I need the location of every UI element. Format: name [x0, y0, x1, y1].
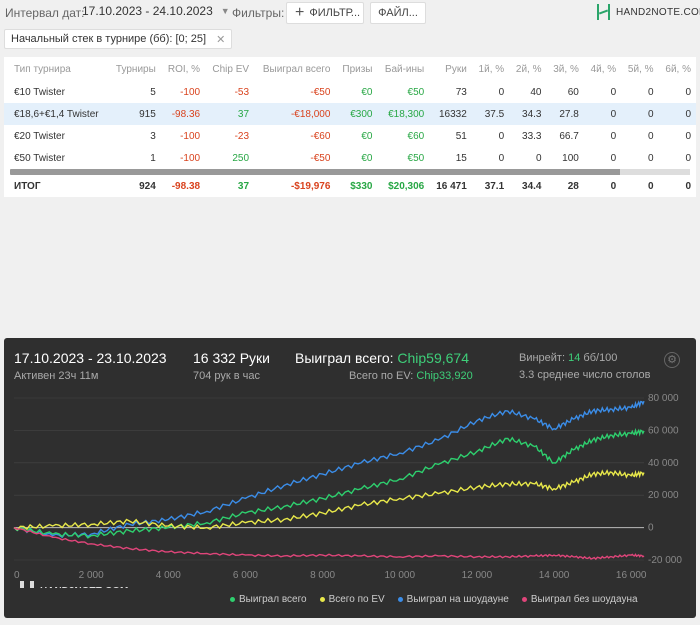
graph-panel: 17.10.2023 - 23.10.2023 Активен 23ч 11м … — [4, 338, 696, 618]
col-place5[interactable]: 5й, % — [627, 63, 654, 75]
col-tournaments[interactable]: Турниры — [115, 63, 156, 75]
total-row: ИТОГ 924 -98.38 37 -$19,976 $330 $20,306… — [14, 180, 691, 192]
panel-hands: 16 332 Руки — [193, 350, 270, 366]
table-row[interactable]: €10 Twister 5 -100 -53 -€50 €0 €50 73 0 … — [14, 86, 691, 98]
table-row[interactable]: €18,6+€1,4 Twister 915 -98.36 37 -€18,00… — [4, 103, 696, 125]
col-buyins[interactable]: Бай-ины — [384, 63, 425, 75]
col-place1[interactable]: 1й, % — [478, 63, 505, 75]
horizontal-scrollbar[interactable] — [10, 169, 690, 175]
x-tick-label: 2 000 — [79, 570, 104, 581]
col-won[interactable]: Выиграл всего — [262, 63, 331, 75]
filter-button[interactable]: + ФИЛЬТР... — [286, 2, 364, 24]
x-tick-label: 0 — [14, 570, 20, 581]
col-roi[interactable]: ROI, % — [167, 63, 201, 75]
series-line — [13, 427, 645, 539]
chart-legend: Выиграл всего Всего по EV Выиграл на шоу… — [230, 594, 638, 605]
x-tick-label: 14 000 — [539, 570, 570, 581]
col-place3[interactable]: 3й, % — [553, 63, 579, 75]
filter-button-label: ФИЛЬТР... — [309, 7, 361, 19]
col-place2[interactable]: 2й, % — [515, 63, 542, 75]
close-icon[interactable]: ✕ — [216, 33, 226, 46]
panel-won-total: Выиграл всего: Chip59,674 — [295, 350, 470, 366]
legend-won-total[interactable]: Выиграл всего — [230, 594, 307, 605]
x-tick-label: 4 000 — [156, 570, 181, 581]
col-type[interactable]: Тип турнира — [14, 63, 71, 75]
y-tick-label: 40 000 — [648, 458, 679, 469]
gear-icon[interactable]: ⚙ — [664, 352, 680, 368]
panel-active-time: Активен 23ч 11м — [14, 370, 99, 382]
x-tick-label: 6 000 — [233, 570, 258, 581]
series-line — [13, 400, 645, 539]
x-tick-label: 12 000 — [462, 570, 493, 581]
series-line — [13, 526, 645, 561]
col-hands[interactable]: Руки — [445, 63, 467, 75]
filters-label: Фильтры: — [232, 6, 285, 20]
y-tick-label: 20 000 — [648, 490, 679, 501]
y-tick-label: 80 000 — [648, 393, 679, 404]
table-row[interactable]: €50 Twister 1 -100 250 -€50 €0 €50 15 0 … — [14, 152, 691, 164]
col-chip-ev[interactable]: Chip EV — [212, 63, 250, 75]
x-tick-label: 8 000 — [310, 570, 335, 581]
legend-showdown[interactable]: Выиграл на шоудауне — [397, 594, 509, 605]
profit-chart: 0 2 000 4 000 6 000 8 000 10 000 12 000 14 000 1… — [13, 393, 682, 588]
series-line — [13, 469, 645, 531]
top-toolbar: Интервал дат: 17.10.2023 - 24.10.2023 ▼ … — [0, 0, 700, 28]
date-range-select[interactable]: 17.10.2023 - 24.10.2023 ▼ — [82, 4, 230, 18]
panel-winrate: Винрейт: 14 бб/100 — [519, 352, 618, 364]
scrollbar-row — [4, 169, 696, 175]
chart-watermark: HAND2NOTE.COM — [20, 581, 128, 588]
h2n-logo-icon — [596, 3, 612, 21]
col-place6[interactable]: 6й, % — [665, 63, 691, 75]
panel-hands-per-hour: 704 рук в час — [193, 370, 261, 382]
logo-text: HAND2NOTE.COM — [616, 6, 700, 18]
tournament-table: Тип турнира Турниры ROI, % Chip EV Выигр… — [4, 57, 696, 197]
filter-chip[interactable]: Начальный стек в турнире (бб): [0; 25] ✕ — [4, 29, 233, 49]
interval-label: Интервал дат: — [5, 6, 85, 20]
legend-ev-total[interactable]: Всего по EV — [319, 594, 385, 605]
file-button[interactable]: ФАЙЛ... — [370, 2, 426, 24]
table-row[interactable]: €20 Twister 3 -100 -23 -€60 €0 €60 51 0 … — [14, 130, 691, 142]
y-tick-label: 0 — [648, 523, 654, 534]
x-tick-label: 16 000 — [616, 570, 647, 581]
panel-avg-tables: 3.3 среднее число столов — [519, 369, 651, 381]
x-tick-label: 10 000 — [384, 570, 415, 581]
logo: HAND2NOTE.COM — [596, 3, 700, 21]
col-place4[interactable]: 4й, % — [590, 63, 617, 75]
chevron-down-icon: ▼ — [220, 6, 230, 16]
legend-non-showdown[interactable]: Выиграл без шоудауна — [521, 594, 638, 605]
filter-chip-label: Начальный стек в турнире (бб): [0; 25] — [11, 33, 207, 45]
date-range-value: 17.10.2023 - 24.10.2023 — [82, 4, 213, 18]
table-header-row: Тип турнира Турниры ROI, % Chip EV Выигр… — [4, 57, 696, 81]
plus-icon: + — [295, 4, 305, 21]
panel-date-range: 17.10.2023 - 23.10.2023 — [14, 350, 167, 366]
y-tick-label: -20 000 — [648, 555, 682, 566]
col-prizes[interactable]: Призы — [342, 63, 373, 75]
svg-text:HAND2NOTE.COM: HAND2NOTE.COM — [40, 586, 128, 588]
panel-ev-total: Всего по EV: Chip33,920 — [349, 370, 473, 382]
file-button-label: ФАЙЛ... — [378, 7, 418, 19]
y-tick-label: 60 000 — [648, 425, 679, 436]
